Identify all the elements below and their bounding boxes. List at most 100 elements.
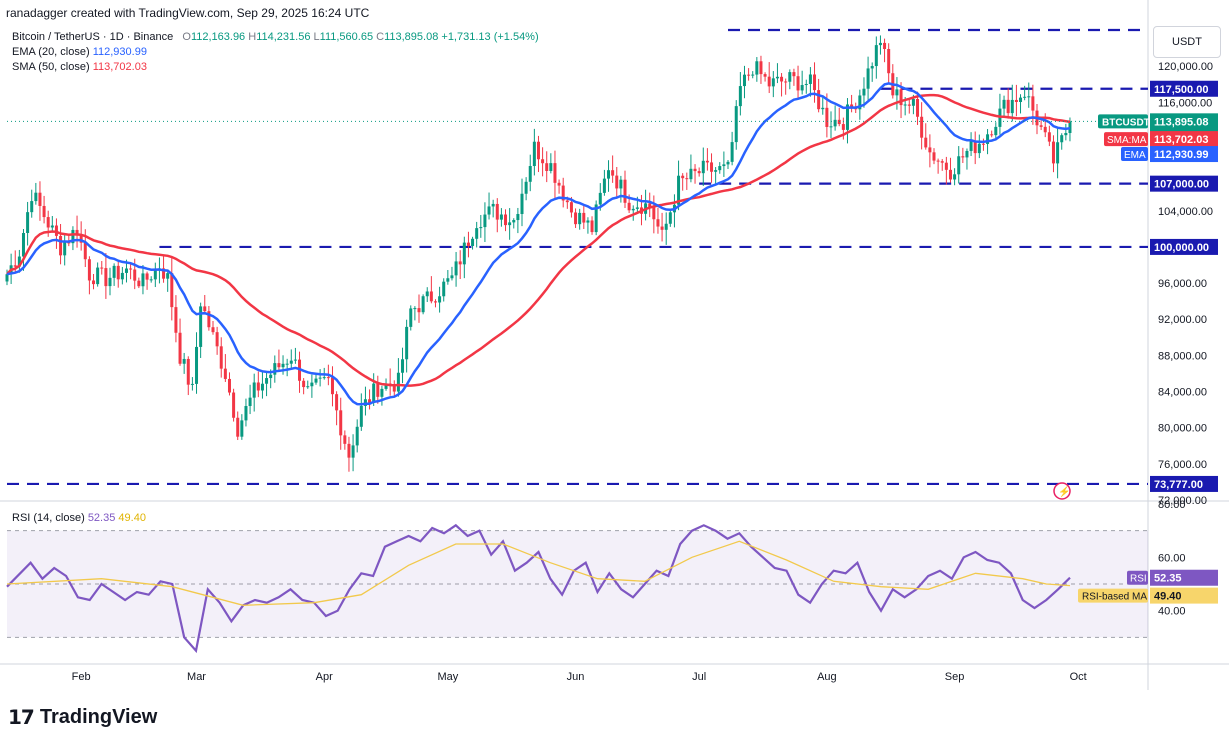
candle-body — [763, 74, 767, 77]
candle-body — [318, 377, 322, 379]
candle-body — [677, 175, 681, 205]
candle-body — [858, 95, 862, 110]
candle-body — [302, 380, 306, 388]
candle-body — [841, 124, 845, 130]
rsi-ma-line — [6, 540, 1071, 606]
sma-value-label: 113,702.03 — [1154, 134, 1208, 146]
alert-flash-glyph: ⚡ — [1058, 485, 1070, 498]
time-tick-label: Jun — [567, 671, 585, 683]
rsi-name-tag — [1127, 570, 1148, 585]
candle-body — [335, 394, 339, 411]
time-tick-label: Oct — [1070, 671, 1087, 683]
candle-body — [730, 142, 734, 162]
ohlc-open-value: 112,163.96 — [190, 31, 246, 43]
candle-body — [829, 126, 833, 128]
candle-body — [1019, 97, 1023, 103]
candle-body — [199, 306, 203, 347]
time-tick-label: Apr — [316, 671, 333, 683]
level-price-label: 100,000.00 — [1154, 242, 1209, 254]
candle-body — [96, 267, 100, 285]
candle-body — [644, 203, 648, 214]
candle-body — [38, 192, 42, 206]
price-tick-label: 104,000.00 — [1158, 206, 1213, 218]
candle-body — [631, 208, 635, 211]
candle-body — [260, 383, 264, 391]
candle-body — [697, 171, 701, 174]
level-price-tag — [1150, 80, 1218, 97]
candle-body — [1039, 125, 1043, 127]
candle-body — [623, 179, 627, 203]
candle-body — [928, 147, 932, 153]
candle-body — [545, 163, 549, 171]
candle-body — [627, 202, 631, 211]
candle-body — [780, 76, 784, 82]
candle-body — [223, 368, 227, 379]
candle-body — [895, 89, 899, 96]
candle-body — [784, 81, 788, 83]
price-tick-label: 72,000.00 — [1158, 495, 1207, 507]
candle-body — [660, 226, 664, 230]
candle-body — [870, 66, 874, 69]
candle-body — [767, 76, 771, 87]
candle-body — [46, 217, 50, 228]
price-tick-label: 100,000.00 — [1158, 242, 1213, 254]
sma-legend[interactable]: SMA (50, close) 113,702.03 — [12, 61, 147, 73]
candle-body — [330, 377, 334, 395]
candle-body — [878, 42, 882, 46]
candle-body — [693, 168, 697, 172]
rsi-legend[interactable]: RSI (14, close) 52.35 49.40 — [12, 512, 146, 524]
candle-body — [265, 378, 269, 384]
ema-legend[interactable]: EMA (20, close) 112,930.99 — [12, 46, 147, 58]
candle-body — [289, 360, 293, 364]
candle-body — [911, 98, 915, 106]
candle-body — [883, 42, 887, 50]
level-price-label: 73,777.00 — [1154, 479, 1203, 491]
candle-body — [425, 291, 429, 297]
candle-body — [817, 90, 821, 110]
candle-body — [450, 275, 454, 279]
sma-legend-label: SMA (50, close) — [12, 61, 90, 73]
candle-body — [372, 383, 376, 403]
candle-body — [866, 68, 870, 89]
candle-body — [549, 163, 553, 171]
candle-body — [442, 281, 446, 297]
candle-body — [751, 74, 755, 76]
candle-body — [170, 273, 174, 308]
candle-body — [475, 228, 479, 239]
candle-body — [594, 204, 598, 233]
candle-body — [1027, 96, 1031, 98]
candle-body — [363, 399, 367, 406]
candle-body — [722, 164, 726, 167]
candle-body — [421, 296, 425, 313]
candle-body — [924, 137, 928, 148]
candle-body — [891, 73, 895, 96]
ema-value-tag — [1150, 146, 1218, 163]
candle-body — [178, 332, 182, 364]
candle-body — [347, 443, 351, 458]
tradingview-mark-icon: 𝟭𝟳 — [8, 707, 35, 729]
candle-body — [157, 268, 161, 270]
rsi-ma-legend-value: 49.40 — [118, 512, 146, 524]
candle-body — [388, 383, 392, 386]
candle-body — [401, 359, 405, 373]
candle-body — [648, 203, 652, 208]
candle-body — [17, 256, 21, 267]
candle-body — [796, 76, 800, 91]
candle-body — [293, 359, 297, 361]
currency-button[interactable]: USDT — [1153, 26, 1221, 58]
symbol-name[interactable]: Bitcoin / TetherUS · 1D · Binance — [12, 31, 174, 43]
candle-body — [462, 242, 466, 265]
candle-body — [652, 207, 656, 220]
candle-body — [948, 169, 952, 180]
candle-body — [532, 141, 536, 167]
rsi-tick-label: 40.00 — [1158, 606, 1186, 618]
candle-body — [1043, 126, 1047, 133]
candle-body — [30, 201, 34, 213]
candle-body — [1051, 141, 1055, 164]
candle-body — [495, 203, 499, 220]
candle-body — [932, 152, 936, 161]
candle-body — [166, 273, 170, 279]
candle-body — [1068, 121, 1072, 134]
candle-body — [965, 150, 969, 158]
